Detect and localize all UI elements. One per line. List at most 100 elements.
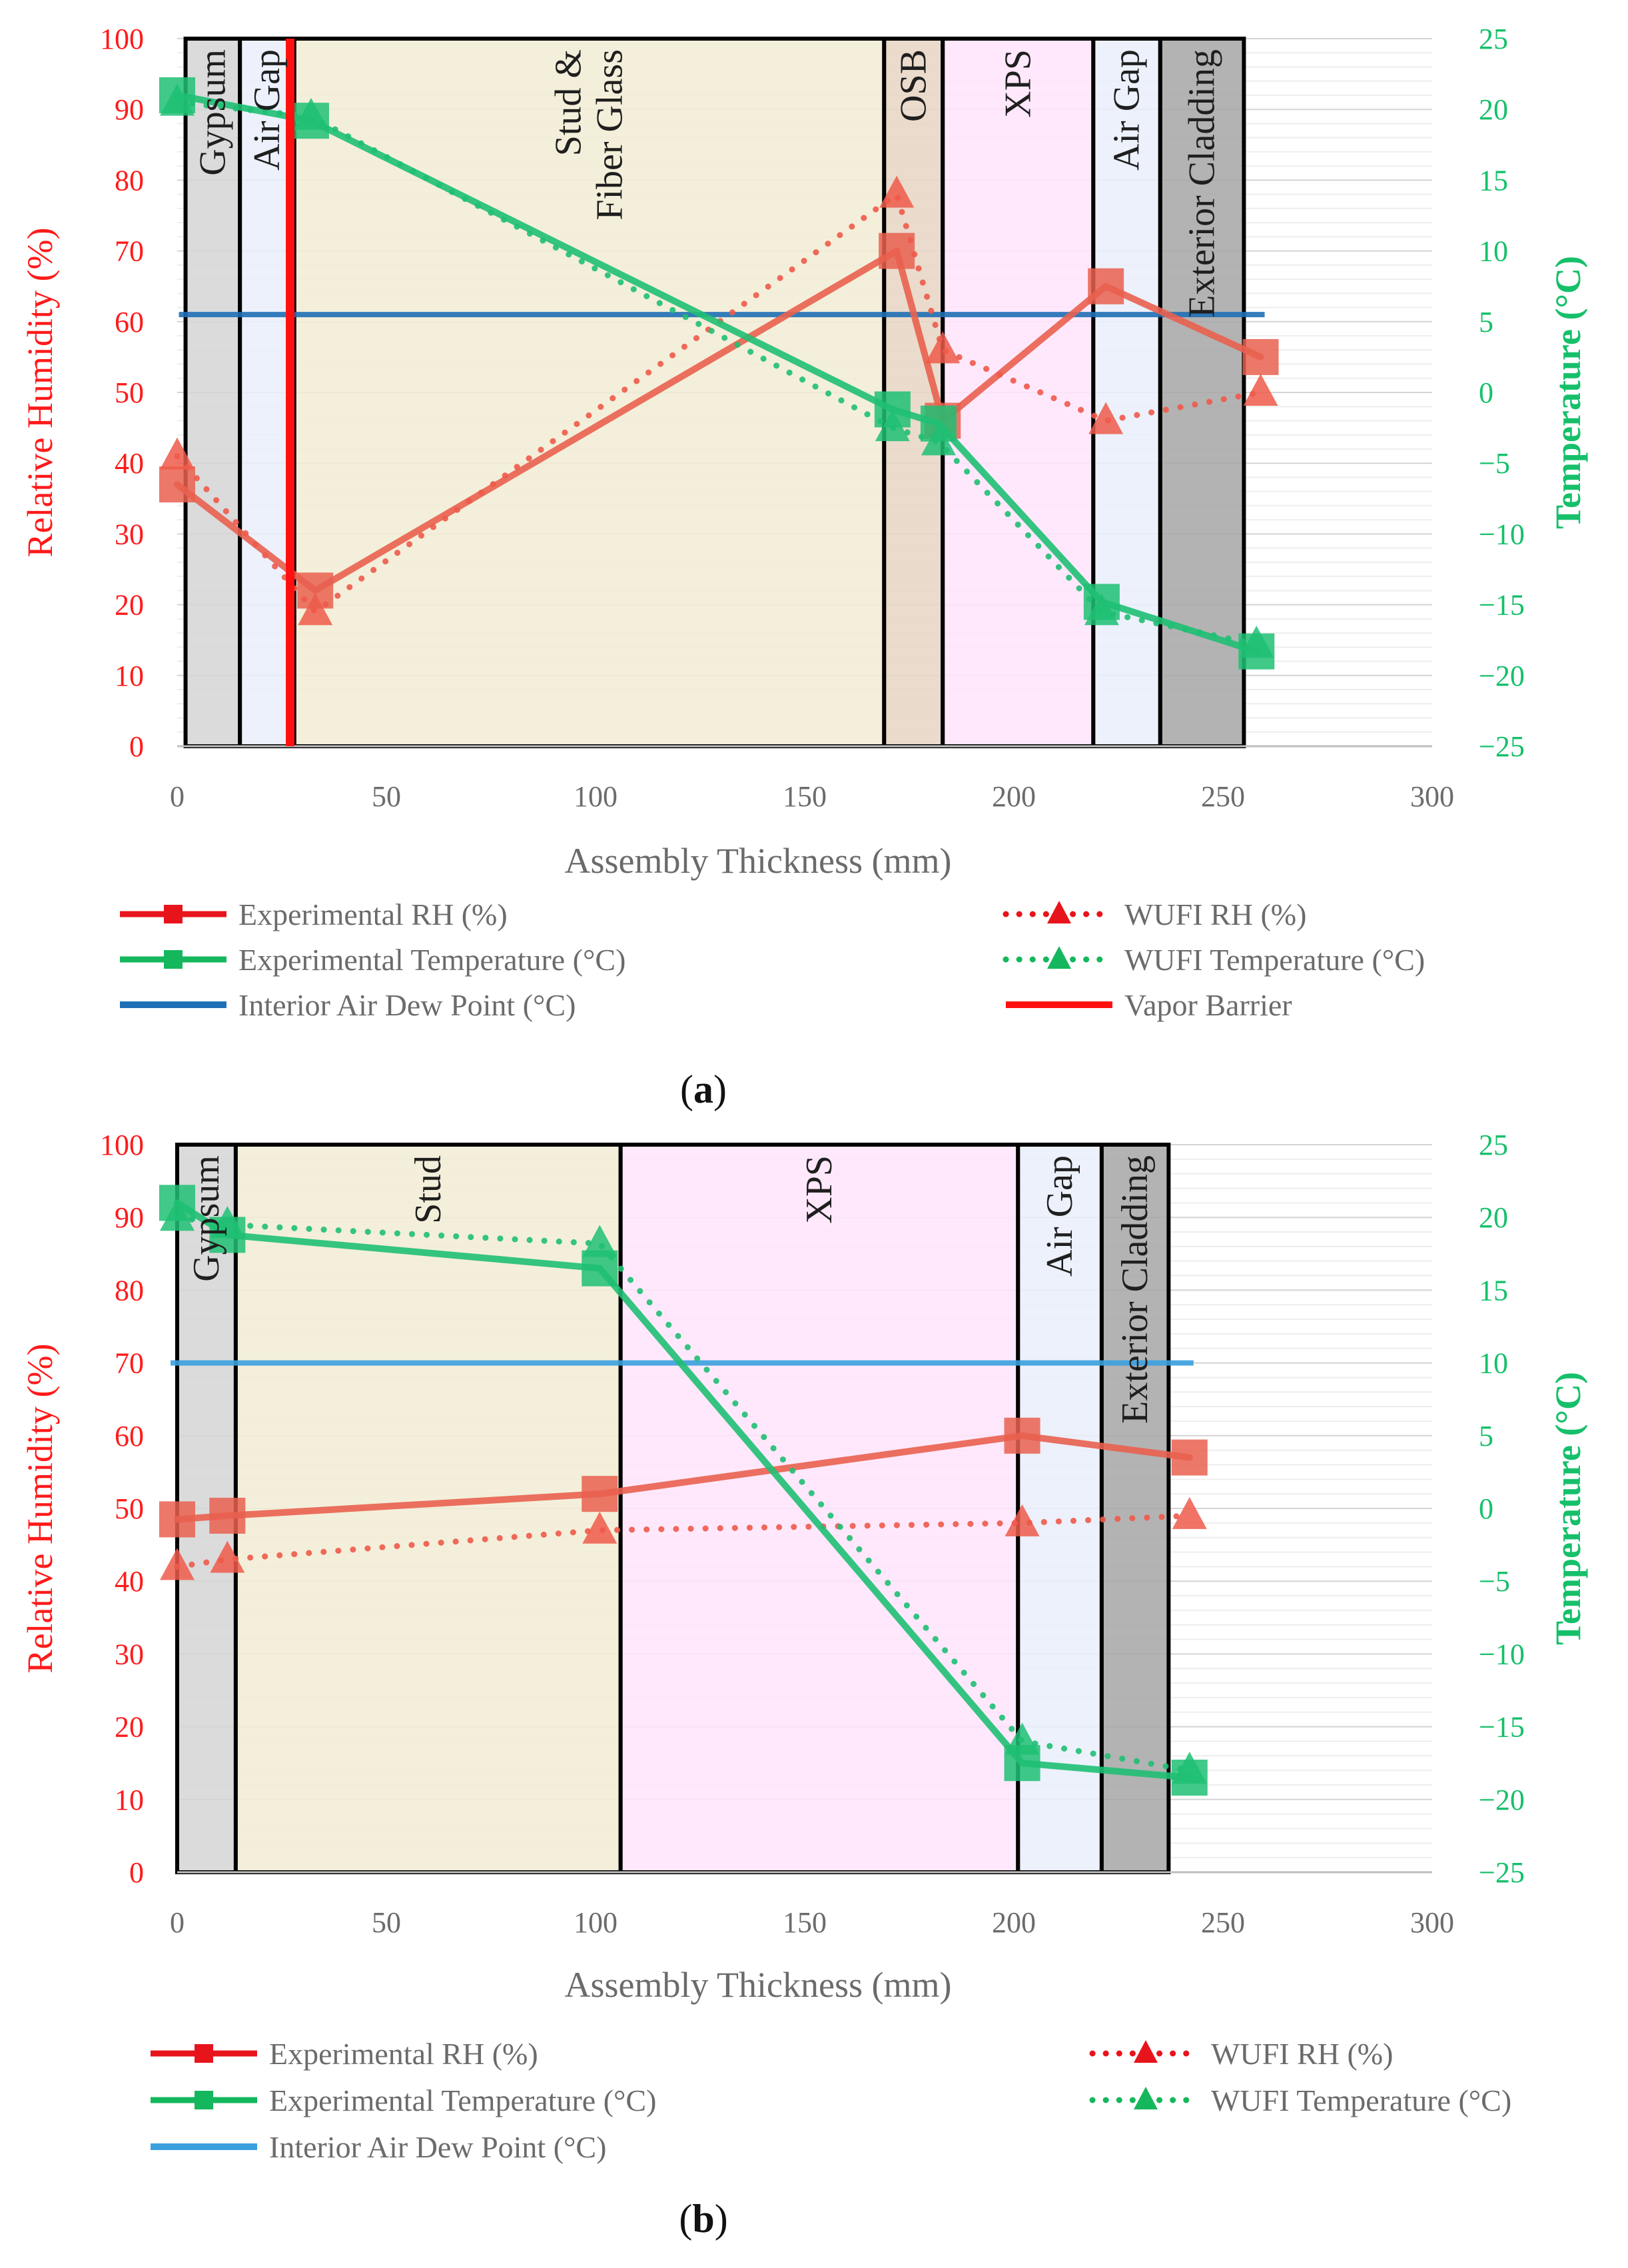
y2-tick-label: −10	[1479, 518, 1525, 550]
legend-label: Vapor Barrier	[1124, 988, 1292, 1022]
legend-swatch-triangle	[1134, 2087, 1158, 2109]
layer-label-stud: Stud	[408, 1155, 449, 1224]
panel-label-letter: a	[693, 1067, 713, 1111]
y-tick-label: 30	[115, 1638, 144, 1670]
y2-tick-label: 25	[1479, 1129, 1508, 1161]
y-tick-label: 20	[115, 589, 144, 622]
y2-axis-title: Temperature (°C)	[1548, 256, 1588, 529]
x-tick-label: 0	[170, 1906, 185, 1939]
x-tick-label: 200	[992, 780, 1036, 813]
x-tick-label: 300	[1410, 1906, 1454, 1939]
layer-xps	[618, 1143, 1020, 1874]
y2-tick-label: 15	[1479, 164, 1508, 197]
marker-experimental-rh	[1088, 268, 1124, 304]
legend-label: WUFI RH (%)	[1124, 897, 1306, 931]
panel-label-close: )	[715, 2197, 728, 2241]
material-layers	[175, 1143, 1171, 1874]
x-tick-label: 50	[372, 780, 401, 813]
legend-entry: Experimental RH (%)	[151, 2037, 538, 2071]
marker-wufi-rh	[160, 437, 195, 470]
layer-label-stud-fiber-glass: Stud &Fiber Glass	[548, 49, 631, 221]
y2-tick-label: −20	[1479, 1784, 1525, 1816]
axis-ticks: 0102030405060708090100−25−20−15−10−50510…	[100, 23, 1525, 813]
marker-experimental-rh	[1242, 338, 1279, 375]
marker-wufi-rh	[879, 175, 915, 208]
layer-label-exterior-cladding: Exterior Cladding	[1114, 1155, 1156, 1424]
legend-entry: WUFI Temperature (°C)	[1003, 943, 1425, 977]
panel-label: (b)	[679, 2197, 727, 2241]
legend-label: WUFI RH (%)	[1211, 2037, 1393, 2071]
y-tick-label: 100	[100, 23, 144, 55]
y2-tick-label: 5	[1479, 306, 1493, 338]
legend-label: WUFI Temperature (°C)	[1211, 2083, 1511, 2117]
layer-label-line: Exterior Cladding	[1114, 1155, 1156, 1424]
y-tick-label: 10	[115, 1784, 144, 1816]
panel-label: (a)	[680, 1067, 727, 1111]
y-axis-title: Relative Humidity (%)	[20, 228, 60, 558]
legend-entry: Experimental RH (%)	[120, 897, 508, 931]
layer-label-line: Air Gap	[246, 49, 288, 171]
legend-label: Experimental Temperature (°C)	[238, 943, 625, 977]
y-axis-title: Relative Humidity (%)	[20, 1344, 60, 1674]
x-tick-label: 150	[783, 1906, 827, 1939]
y2-tick-label: 5	[1479, 1420, 1493, 1452]
legend-entry: Experimental Temperature (°C)	[120, 943, 625, 977]
series-line-wufi-temperature-c	[174, 99, 1260, 648]
y-tick-label: 60	[115, 1420, 144, 1452]
y-tick-label: 90	[115, 1201, 144, 1234]
y-tick-label: 20	[115, 1711, 144, 1744]
y-tick-label: 0	[129, 730, 144, 763]
axis-ticks: 0102030405060708090100−25−20−15−10−50510…	[100, 1129, 1525, 1939]
marker-wufi-temperature-c	[875, 409, 910, 442]
layer-label-air-gap: Air Gap	[1039, 1155, 1080, 1277]
layer-label-xps: XPS	[997, 49, 1038, 118]
legend-label: Interior Air Dew Point (°C)	[269, 2130, 606, 2164]
layer-gypsum	[183, 37, 242, 748]
x-tick-label: 250	[1201, 780, 1245, 813]
layer-label-air-gap: Air Gap	[246, 49, 288, 171]
layer-labels: Gypsum Air Gap Stud &Fiber Glass OSB XPS Air …	[192, 49, 1222, 318]
series-line-wufi-temperature-c	[174, 1214, 1193, 1774]
layer-label-line: OSB	[893, 49, 934, 122]
x-tick-label: 100	[574, 1906, 617, 1939]
x-tick-label: 100	[574, 780, 617, 813]
y-tick-label: 0	[129, 1856, 144, 1889]
panel-a: Gypsum Air Gap Stud &Fiber Glass OSB XPS Air …	[20, 23, 1588, 1111]
y-tick-label: 40	[115, 447, 144, 480]
y2-tick-label: 15	[1479, 1274, 1508, 1307]
layer-label-line: Exterior Cladding	[1182, 49, 1223, 318]
layer-label-line: Gypsum	[186, 1155, 227, 1282]
layer-label-gypsum: Gypsum	[186, 1155, 227, 1282]
legend-entry: WUFI Temperature (°C)	[1089, 2083, 1511, 2117]
legend-swatch-square	[164, 905, 183, 923]
y2-tick-label: 25	[1479, 23, 1508, 55]
y2-tick-label: −25	[1479, 1856, 1525, 1889]
layer-label-line: Air Gap	[1039, 1155, 1080, 1277]
legend-swatch-triangle	[1047, 946, 1071, 969]
y2-axis-title: Temperature (°C)	[1548, 1372, 1588, 1645]
marker-wufi-rh	[298, 593, 333, 626]
legend-entry: WUFI RH (%)	[1089, 2037, 1393, 2071]
marker-wufi-temperature-c	[160, 83, 195, 116]
layer-label-line: Gypsum	[192, 49, 233, 176]
y2-tick-label: 0	[1479, 1492, 1493, 1525]
marker-wufi-rh	[582, 1511, 617, 1544]
y2-tick-label: −10	[1479, 1638, 1525, 1670]
marker-wufi-temperature-c	[1239, 626, 1274, 658]
y-tick-label: 90	[115, 93, 144, 126]
layer-label-gypsum: Gypsum	[192, 49, 233, 176]
marker-wufi-temperature-c	[210, 1206, 245, 1239]
panel-label-open: (	[680, 1067, 693, 1111]
y-tick-label: 50	[115, 376, 144, 409]
marker-wufi-temperature-c	[293, 97, 328, 130]
layer-label-line: Stud &	[548, 49, 590, 156]
marker-wufi-rh	[1172, 1496, 1207, 1529]
y2-tick-label: −5	[1479, 447, 1510, 480]
marker-experimental-rh	[159, 1501, 195, 1538]
y2-tick-label: 10	[1479, 235, 1508, 268]
legend-label: Experimental Temperature (°C)	[269, 2083, 656, 2117]
legend-swatch-square	[164, 950, 183, 969]
legend-label: Interior Air Dew Point (°C)	[238, 988, 576, 1022]
panel-label-open: (	[679, 2197, 692, 2241]
